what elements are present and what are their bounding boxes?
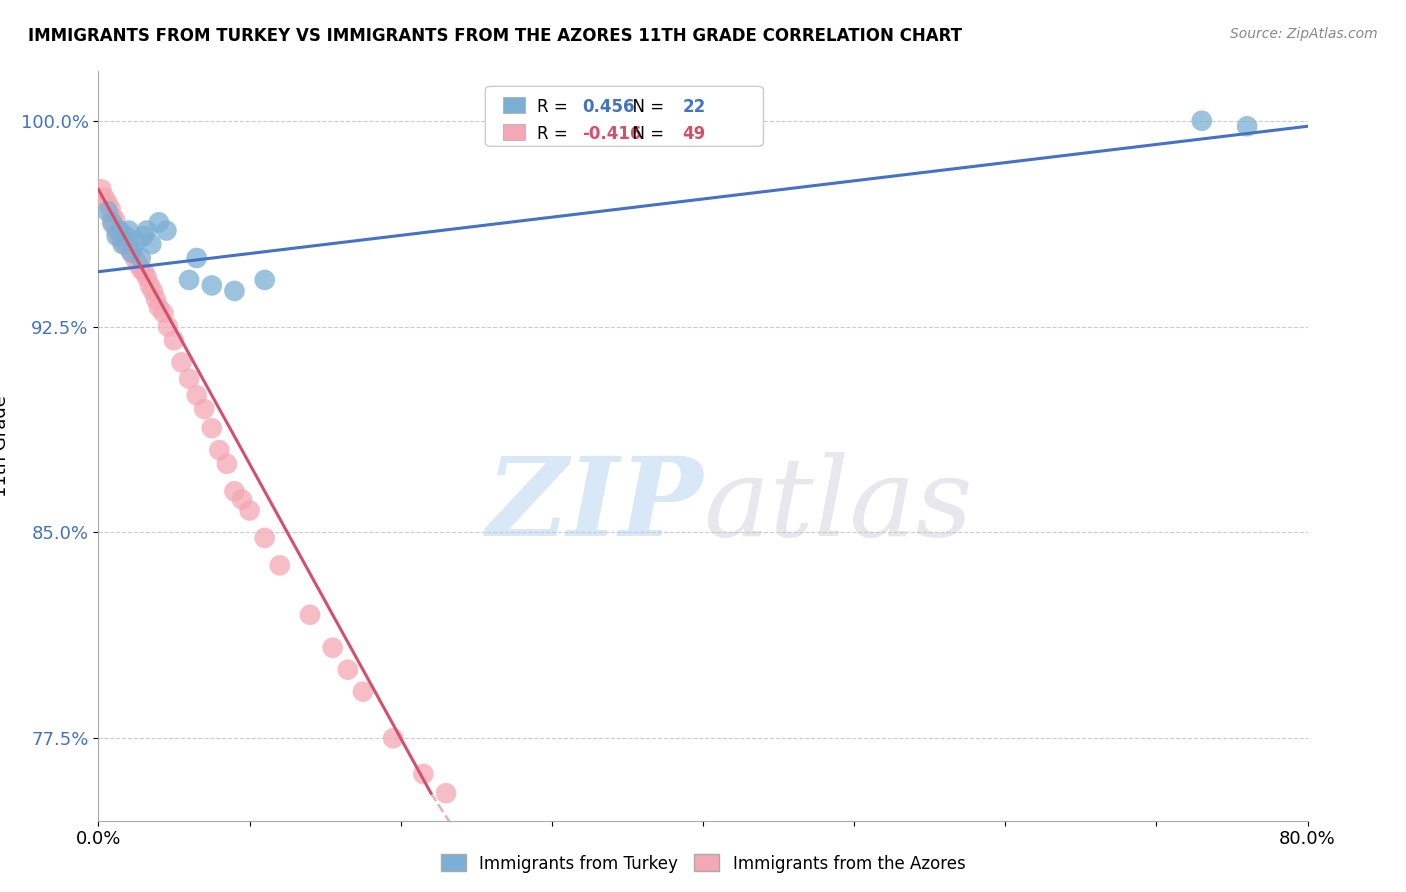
Text: 22: 22 xyxy=(682,97,706,116)
Point xyxy=(382,731,405,746)
Point xyxy=(112,229,135,244)
Point xyxy=(118,223,141,237)
Point xyxy=(201,421,224,435)
Point xyxy=(142,284,165,298)
Point xyxy=(224,484,246,499)
Point xyxy=(107,223,129,237)
Text: R =: R = xyxy=(537,97,574,116)
Point xyxy=(156,319,179,334)
Point xyxy=(253,531,276,545)
Point xyxy=(132,265,155,279)
Point xyxy=(108,223,131,237)
Point xyxy=(170,355,193,369)
Point xyxy=(1191,113,1213,128)
Point xyxy=(93,191,115,205)
Point xyxy=(104,212,127,227)
Point xyxy=(101,210,124,224)
Point xyxy=(299,607,322,622)
Point xyxy=(101,215,124,229)
Point xyxy=(148,301,170,315)
Point xyxy=(129,262,152,277)
Point xyxy=(127,256,149,270)
Point xyxy=(145,292,167,306)
Text: R =: R = xyxy=(537,125,574,143)
Point xyxy=(132,229,155,244)
Text: atlas: atlas xyxy=(703,452,973,559)
Text: 0.456: 0.456 xyxy=(582,97,634,116)
Point xyxy=(412,767,434,781)
Point xyxy=(105,223,128,237)
Point xyxy=(352,684,374,698)
Point xyxy=(100,202,122,216)
Point xyxy=(120,243,142,257)
Point xyxy=(434,786,457,800)
Text: -0.416: -0.416 xyxy=(582,125,641,143)
Bar xyxy=(503,124,526,140)
Point xyxy=(224,284,246,298)
Point xyxy=(103,218,125,232)
Point xyxy=(253,273,276,287)
Point xyxy=(208,443,231,458)
Point xyxy=(108,229,131,244)
Point xyxy=(110,229,132,244)
Text: ZIP: ZIP xyxy=(486,452,703,559)
Point xyxy=(336,663,359,677)
Point xyxy=(118,237,141,252)
Point xyxy=(163,334,186,348)
Point xyxy=(201,278,224,293)
Point xyxy=(322,640,344,655)
Bar xyxy=(503,97,526,113)
Point xyxy=(148,215,170,229)
Point xyxy=(179,273,201,287)
Point xyxy=(111,235,134,249)
Point xyxy=(179,372,201,386)
Point xyxy=(114,237,136,252)
Text: Source: ZipAtlas.com: Source: ZipAtlas.com xyxy=(1230,27,1378,41)
Point xyxy=(186,251,208,265)
Point xyxy=(135,270,157,285)
Text: N =: N = xyxy=(621,125,669,143)
Point xyxy=(115,237,138,252)
Y-axis label: 11th Grade: 11th Grade xyxy=(0,395,10,497)
Point xyxy=(96,204,118,219)
FancyBboxPatch shape xyxy=(485,87,763,146)
Point xyxy=(121,245,143,260)
Text: N =: N = xyxy=(621,97,669,116)
Point xyxy=(239,503,262,517)
Point xyxy=(139,278,162,293)
Legend: Immigrants from Turkey, Immigrants from the Azores: Immigrants from Turkey, Immigrants from … xyxy=(434,847,972,880)
Point xyxy=(135,223,157,237)
Text: 49: 49 xyxy=(682,125,706,143)
Point xyxy=(129,251,152,265)
Point xyxy=(111,237,134,252)
Point xyxy=(105,229,128,244)
Point xyxy=(152,306,174,320)
Point xyxy=(186,388,208,402)
Point xyxy=(231,492,253,507)
Point xyxy=(125,235,148,249)
Point xyxy=(121,245,143,260)
Point xyxy=(215,457,238,471)
Point xyxy=(155,223,177,237)
Point xyxy=(141,237,163,252)
Point xyxy=(1236,120,1258,134)
Point xyxy=(193,401,215,416)
Point xyxy=(124,251,146,265)
Point xyxy=(96,196,118,211)
Point xyxy=(90,182,112,196)
Text: IMMIGRANTS FROM TURKEY VS IMMIGRANTS FROM THE AZORES 11TH GRADE CORRELATION CHAR: IMMIGRANTS FROM TURKEY VS IMMIGRANTS FRO… xyxy=(28,27,962,45)
Point xyxy=(269,558,291,573)
Point xyxy=(114,229,136,244)
